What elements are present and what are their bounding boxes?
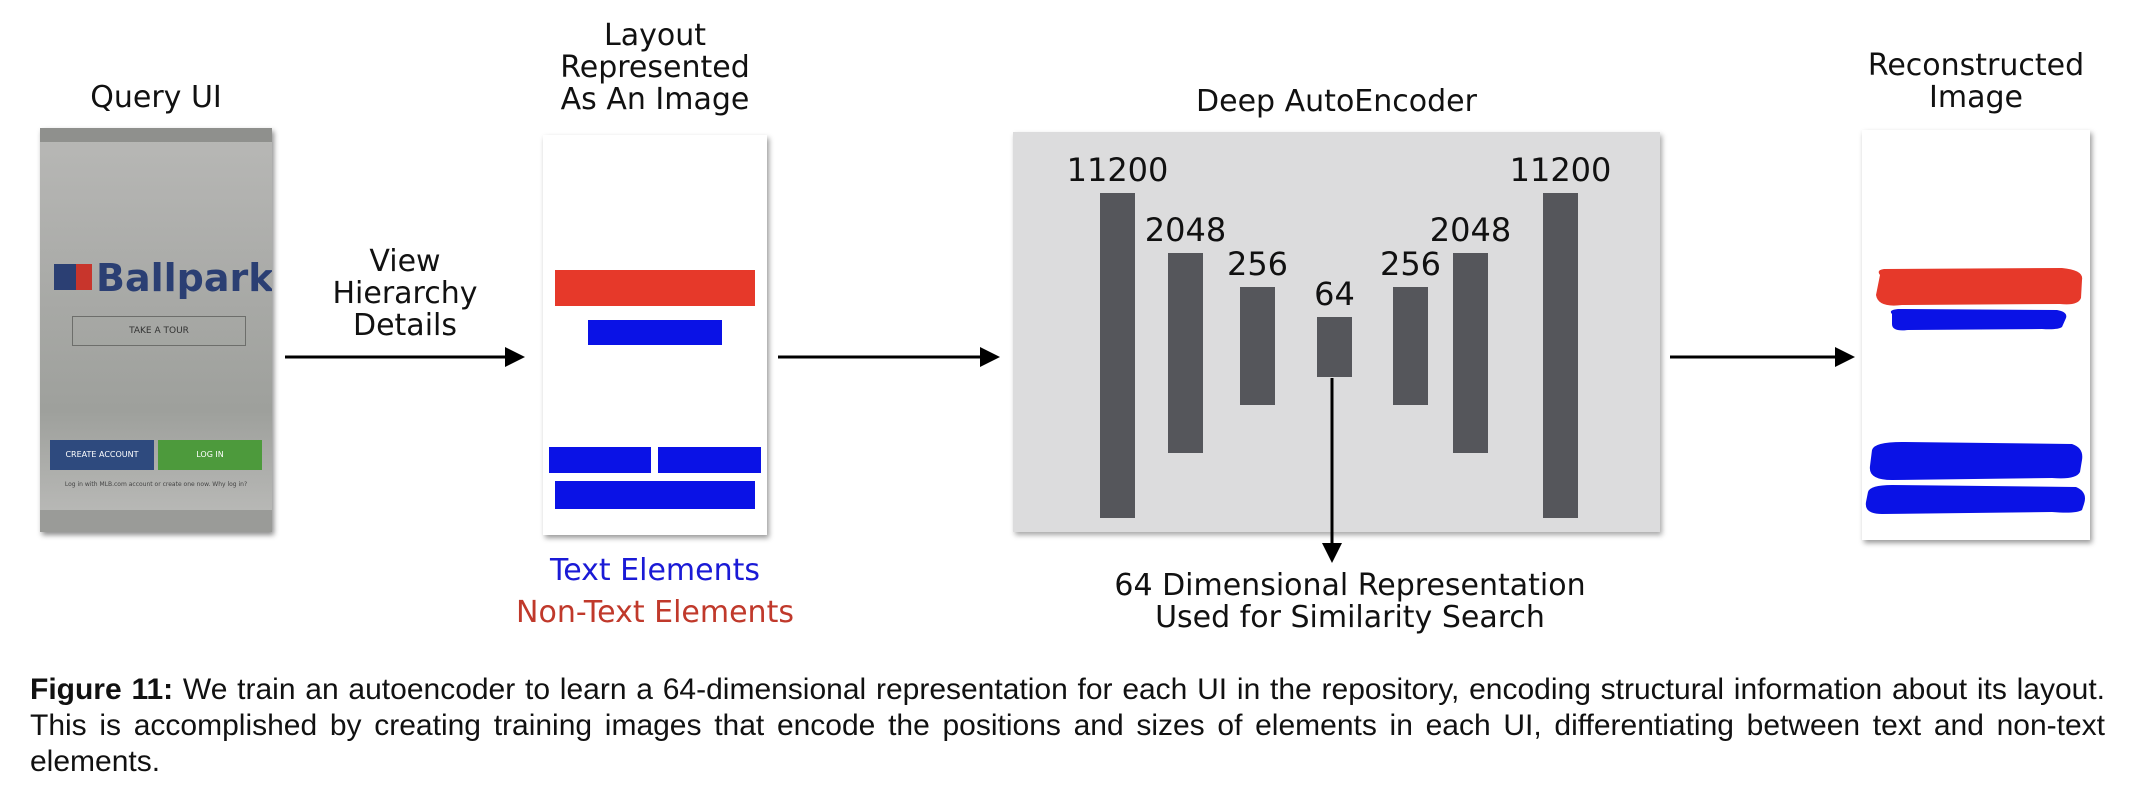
arrow-right-icon [285,347,525,367]
autoencoder-layer-bar [1453,253,1488,453]
layout-title-line-2: Represented [560,50,750,85]
reconstructed-title: Reconstructed Image [1842,50,2110,114]
autoencoder-layer-bar [1168,253,1203,453]
autoencoder-layer-bar [1240,287,1275,405]
autoencoder-layer-bar [1543,193,1578,518]
reconstructed-title-line-1: Reconstructed [1867,48,2085,83]
reconstructed-blobs [1865,268,2085,514]
text-elements-legend: Text Elements [549,553,761,588]
phone-status-bar [40,128,272,142]
autoencoder-layer-label: 64 [1314,275,1355,313]
autoencoder-layer-bar [1100,193,1135,518]
phone-tour-button: TAKE A TOUR [72,316,246,346]
arrow-right-icon [778,347,1000,367]
phone-log-in-button: LOG IN [158,440,262,470]
text-element-block [549,447,651,473]
reconstructed-title-line-2: Image [1929,80,2023,115]
layout-image [543,135,767,535]
autoencoder-layer-label: 11200 [1066,151,1169,189]
phone-create-account-button: CREATE ACCOUNT [50,440,154,470]
text-element-block [588,320,722,345]
representation-line-2: Used for Similarity Search [1155,600,1545,635]
autoencoder-layer-label: 11200 [1509,151,1612,189]
non-text-element-blob [1876,268,2083,306]
text-element-blob [1865,485,2085,514]
phone-login-hint: Log in with MLB.com account or create on… [64,481,248,488]
arrow-down-icon [1322,378,1342,563]
phone-nav-bar [40,510,272,532]
text-element-blob [1869,442,2083,480]
layout-title: Layout Represented As An Image [543,20,767,116]
representation-label: 64 Dimensional Representation Used for S… [1050,570,1650,634]
autoencoder-layer-label: 2048 [1144,211,1227,249]
query-ui-screenshot: Ballpark TAKE A TOUR CREATE ACCOUNT LOG … [40,128,272,532]
phone-brand-title: Ballpark [96,256,272,300]
autoencoder-layer-label: 2048 [1429,211,1512,249]
autoencoder-layer-bar [1393,287,1428,405]
text-element-block [658,447,761,473]
non-text-elements-legend: Non-Text Elements [516,595,794,630]
view-hierarchy-line-3: Details [352,308,457,343]
layout-title-line-1: Layout [604,18,706,53]
mlb-logo-icon [54,264,92,290]
layout-title-line-3: As An Image [560,82,750,117]
non-text-element-block [555,270,755,306]
query-ui-title: Query UI [90,80,222,115]
autoencoder-layer-label: 256 [1226,245,1289,283]
view-hierarchy-label: View Hierarchy Details [310,246,500,342]
view-hierarchy-line-2: Hierarchy [332,276,478,311]
figure-caption: Figure 11: We train an autoencoder to le… [30,672,2105,780]
autoencoder-title: Deep AutoEncoder [1196,84,1477,119]
text-element-block [555,481,755,509]
text-element-blob [1890,309,2067,331]
representation-line-1: 64 Dimensional Representation [1114,568,1586,603]
caption-label: Figure 11: [30,673,174,706]
autoencoder-layer-label: 256 [1379,245,1442,283]
arrow-right-icon [1670,347,1855,367]
autoencoder-layer-bar [1317,317,1352,377]
view-hierarchy-line-1: View [369,244,441,279]
reconstructed-image [1862,130,2090,540]
caption-text: We train an autoencoder to learn a 64-di… [30,673,2105,778]
